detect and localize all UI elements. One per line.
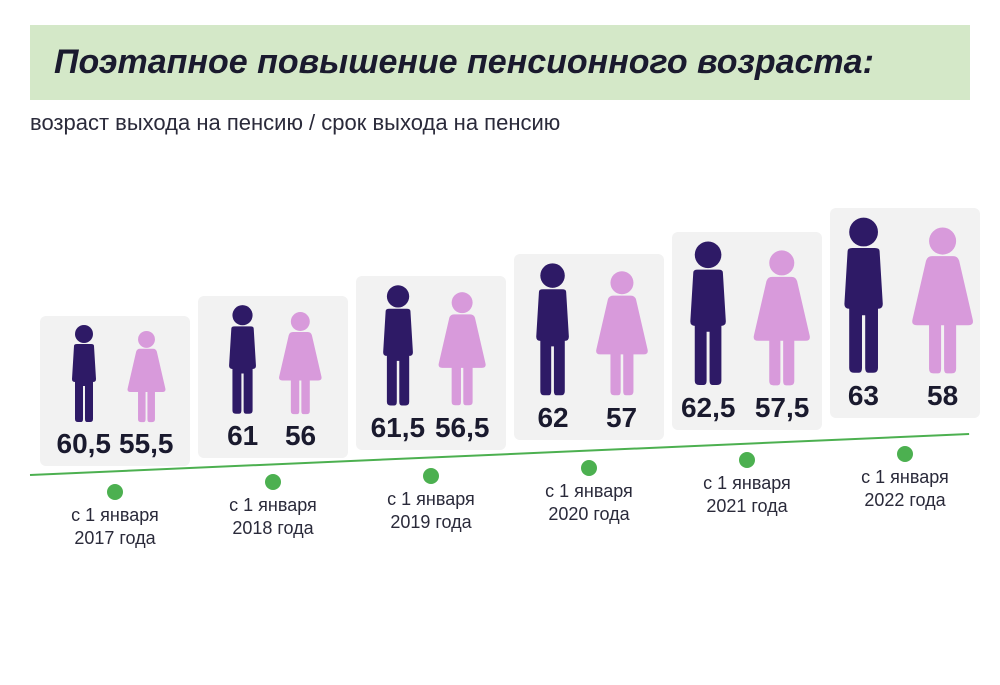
figure-panel: 61,5 56,5 <box>356 276 506 450</box>
male-age: 61 <box>227 420 258 452</box>
male-age: 61,5 <box>371 412 426 444</box>
female-age: 55,5 <box>119 428 174 460</box>
male-person: 62 <box>524 262 581 434</box>
male-icon <box>372 284 424 408</box>
figure-panel: 62,5 57,5 <box>672 232 822 430</box>
year-group: 60,5 55,5 с 1 января2017 года <box>40 136 190 616</box>
male-person: 63 <box>830 216 897 412</box>
female-person: 58 <box>905 226 980 412</box>
figure-panel: 60,5 55,5 <box>40 316 190 466</box>
timeline-dot <box>107 484 123 500</box>
female-age: 56,5 <box>435 412 490 444</box>
female-age: 58 <box>927 380 958 412</box>
male-person: 61 <box>219 304 266 452</box>
female-age: 56 <box>285 420 316 452</box>
male-age: 60,5 <box>57 428 112 460</box>
timeline-dot <box>581 460 597 476</box>
male-icon <box>219 304 266 416</box>
timeline-dot <box>897 446 913 462</box>
female-person: 56,5 <box>433 291 491 444</box>
female-person: 57 <box>590 270 654 434</box>
female-icon <box>905 226 980 376</box>
male-age: 62,5 <box>681 392 736 424</box>
title-bar: Поэтапное повышение пенсионного возраста… <box>30 25 970 100</box>
figure-panel: 63 58 <box>830 208 980 418</box>
title: Поэтапное повышение пенсионного возраста… <box>54 43 946 82</box>
female-age: 57 <box>606 402 637 434</box>
female-age: 57,5 <box>755 392 810 424</box>
female-person: 55,5 <box>119 330 174 460</box>
year-group: 62 57 с 1 января2020 года <box>514 136 664 616</box>
figure-panel: 61 56 <box>198 296 348 458</box>
date-label: с 1 января2019 года <box>356 488 506 535</box>
figure-panel: 62 57 <box>514 254 664 440</box>
male-icon <box>63 324 105 424</box>
male-person: 62,5 <box>677 240 739 424</box>
date-label: с 1 января2022 года <box>830 466 980 513</box>
male-age: 62 <box>537 402 568 434</box>
year-group: 61,5 56,5 с 1 января2019 года <box>356 136 506 616</box>
female-icon <box>433 291 491 408</box>
timeline-dot <box>423 468 439 484</box>
chart-area: 60,5 55,5с 1 января2017 года 61 56с 1 ян… <box>30 136 970 616</box>
female-icon <box>747 249 817 388</box>
groups-container: 60,5 55,5с 1 января2017 года 61 56с 1 ян… <box>30 136 970 616</box>
male-icon <box>830 216 897 376</box>
timeline-dot <box>739 452 755 468</box>
date-label: с 1 января2018 года <box>198 494 348 541</box>
date-label: с 1 января2020 года <box>514 480 664 527</box>
male-person: 61,5 <box>371 284 426 444</box>
subtitle: возраст выхода на пенсию / срок выхода н… <box>30 110 970 136</box>
date-label: с 1 января2021 года <box>672 472 822 519</box>
date-label: с 1 января2017 года <box>40 504 190 551</box>
timeline-dot <box>265 474 281 490</box>
female-icon <box>274 311 327 416</box>
year-group: 62,5 57,5 с 1 января2021 года <box>672 136 822 616</box>
male-icon <box>524 262 581 398</box>
male-age: 63 <box>848 380 879 412</box>
female-person: 57,5 <box>747 249 817 424</box>
male-person: 60,5 <box>57 324 112 460</box>
year-group: 63 58 с 1 января2022 года <box>830 136 980 616</box>
female-icon <box>123 330 170 424</box>
year-group: 61 56 с 1 января2018 года <box>198 136 348 616</box>
female-person: 56 <box>274 311 327 452</box>
male-icon <box>677 240 739 388</box>
female-icon <box>590 270 654 398</box>
